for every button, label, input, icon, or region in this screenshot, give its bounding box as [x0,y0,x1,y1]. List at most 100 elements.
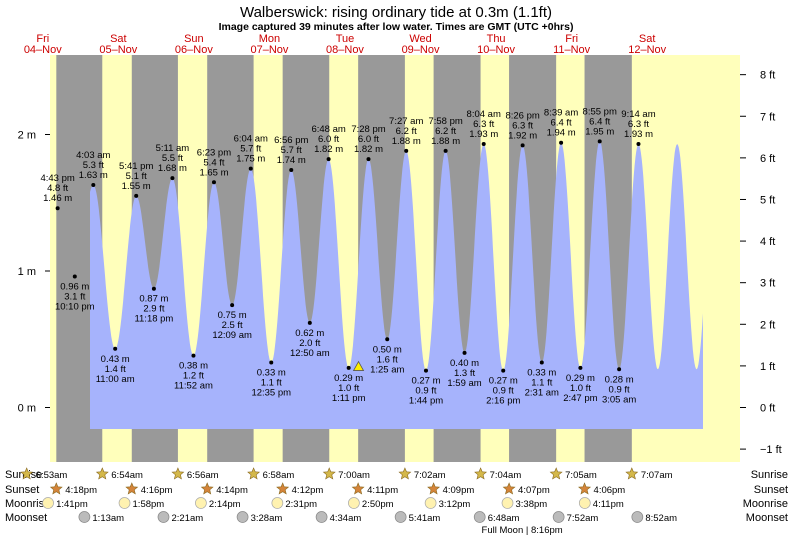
sunset-icon [578,482,592,495]
day-name-label: Sat [110,33,127,45]
day-date-label: 07–Nov [250,44,288,56]
tide-height-ft-label: 6.2 ft [396,126,417,137]
tide-height-m-label: 1.75 m [236,154,265,165]
tide-height-m-label: 1.65 m [199,167,228,178]
tide-height-m-label: 1.46 m [43,193,72,204]
day-name-label: Tue [336,33,355,45]
moonrise-icon [118,497,131,509]
tide-height-m-label: 0.27 m [489,376,518,387]
low-tide-point [578,365,583,370]
tide-height-m-label: 1.94 m [547,128,576,139]
day-date-label: 12–Nov [628,44,666,56]
tide-time-label: 11:00 am [96,374,135,385]
sunrise-time: 6:56am [187,470,219,481]
moonset-time: 6:48am [488,513,520,524]
tide-time-label: 3:05 am [602,394,636,405]
low-tide-point [462,350,467,355]
tide-time-label: 1:11 pm [332,393,366,404]
tide-time-label: 6:04 am [234,134,268,145]
tide-time-label: 2:47 pm [563,393,597,404]
tide-time-label: 12:09 am [212,330,252,341]
tide-time-label: 9:14 am [621,109,655,120]
tide-height-ft-label: 6.4 ft [551,118,572,129]
sunrise-icon [247,467,261,480]
tide-height-ft-label: 6.0 ft [358,134,379,145]
tide-height-m-label: 1.82 m [354,144,383,155]
tide-height-ft-label: 3.1 ft [64,291,85,302]
sunrise-icon [20,467,34,480]
left-axis-tick-label: 0 m [18,403,36,415]
moonrise-time: 2:50pm [362,499,394,510]
moonrise-icon [195,497,207,509]
chart-title: Walberswick: rising ordinary tide at 0.3… [240,4,552,21]
tide-height-m-label: 0.62 m [295,328,324,339]
moonset-time: 8:52am [645,513,677,524]
sunset-icon [49,482,63,495]
chart-subtitle: Image captured 39 minutes after low wate… [219,21,574,33]
moonset-time: 2:21am [172,513,204,524]
right-axis-tick-label: 3 ft [760,278,775,290]
tide-time-label: 2:31 am [525,387,559,398]
moonrise-icon [42,497,54,509]
tide-time-label: 6:23 pm [197,147,231,158]
moonrise-icon [424,497,437,509]
tide-time-label: 5:41 pm [119,161,153,172]
sunset-time: 4:12pm [292,485,324,496]
tide-height-m-label: 0.38 m [179,361,208,372]
low-tide-point [113,346,118,351]
tide-height-m-label: 1.88 m [392,136,421,147]
sunrise-icon [549,467,563,480]
day-name-label: Thu [487,33,506,45]
day-name-label: Sun [184,33,204,45]
moonrise-time: 2:14pm [209,499,241,510]
high-tide-point [211,180,216,185]
sunrise-time: 7:07am [641,470,673,481]
tide-height-ft-label: 0.9 ft [415,386,436,397]
tide-height-ft-label: 5.7 ft [281,145,302,156]
sunrise-icon [398,467,412,480]
low-tide-point [501,368,506,373]
daylight-band [50,55,57,462]
sunrise-time: 6:54am [111,470,143,481]
day-date-label: 11–Nov [553,44,591,56]
tide-time-label: 1:44 pm [409,396,443,407]
high-tide-point [289,167,294,172]
day-name-label: Sat [639,33,656,45]
tide-time-label: 2:16 pm [486,396,520,407]
tide-time-label: 4:03 am [76,150,110,161]
high-tide-point [326,157,331,162]
right-axis-tick-label: 2 ft [760,319,775,331]
sunset-icon [427,482,441,495]
sunrise-time: 7:00am [338,470,370,481]
moonset-icon [157,511,170,523]
moonset-icon [631,511,644,523]
moonset-icon [552,511,565,523]
tide-height-m-label: 0.33 m [257,367,286,378]
tide-time-label: 6:56 pm [274,135,308,146]
day-name-label: Fri [36,33,49,45]
tide-height-ft-label: 5.5 ft [162,153,183,164]
moonrise-icon [271,497,284,509]
right-axis-feet: 8 ft 7 ft 6 ft 5 ft 4 ft 3 ft 2 ft 1 ft 0 ft −1 f… [740,70,782,456]
low-tide-point [423,368,428,373]
tide-height-m-label: 1.74 m [277,155,306,166]
right-axis-tick-label: 6 ft [760,153,775,165]
sunset-time: 4:06pm [594,485,626,496]
right-axis-tick-label: 7 ft [760,111,775,123]
tide-time-label: 8:26 pm [505,110,539,121]
moonrise-icon [348,497,360,509]
high-tide-point [404,148,409,153]
tide-height-m-label: 1.63 m [79,170,108,181]
tide-height-m-label: 0.43 m [101,354,130,365]
day-labels: Fri04–NovSat05–NovSun06–NovMon07–NovTue0… [24,33,667,56]
tide-time-label: 6:48 am [311,124,345,135]
left-axis-tick-label: 1 m [18,266,36,278]
sunset-time: 4:09pm [443,485,475,496]
tide-height-ft-label: 6.2 ft [435,126,456,137]
tide-height-ft-label: 1.0 ft [338,383,359,394]
moonrise-time: 1:58pm [133,499,165,510]
high-tide-point [248,166,253,171]
day-name-label: Fri [565,33,578,45]
